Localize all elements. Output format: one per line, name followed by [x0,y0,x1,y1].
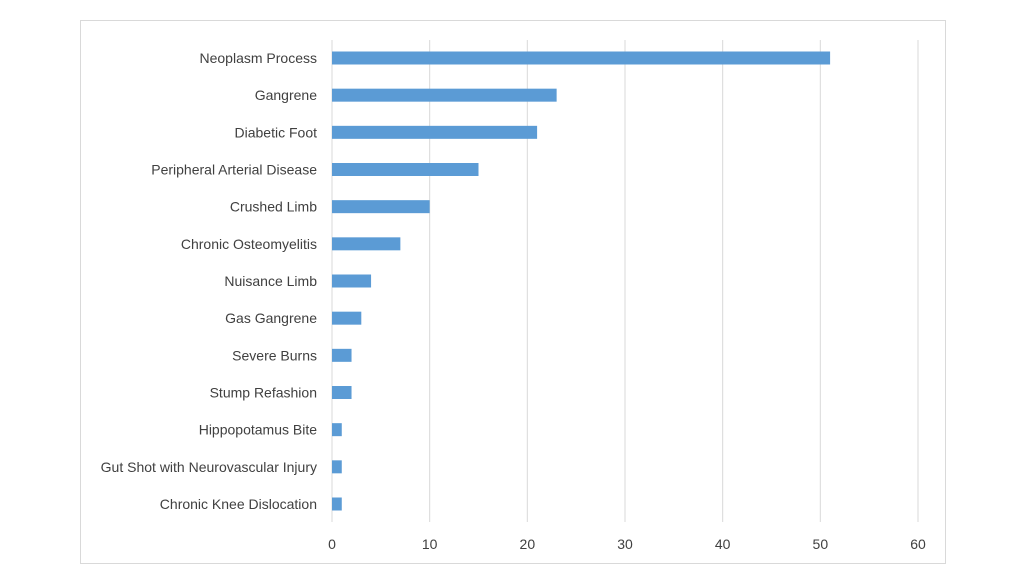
category-label: Stump Refashion [210,385,317,401]
bar [332,497,342,511]
category-label: Severe Burns [232,347,317,363]
x-tick-label: 50 [813,536,829,552]
x-tick-label: 10 [422,536,438,552]
bar [332,200,430,214]
category-label: Hippopotamus Bite [199,422,318,438]
category-label: Nuisance Limb [224,273,317,289]
category-label: Chronic Osteomyelitis [181,236,317,252]
category-label: Diabetic Foot [235,124,318,140]
x-tick-label: 60 [910,536,926,552]
bar [332,88,557,102]
category-label: Peripheral Arterial Disease [151,162,317,178]
category-label: Gut Shot with Neurovascular Injury [101,459,317,475]
category-label: Chronic Knee Dislocation [160,496,317,512]
bar [332,163,479,176]
x-tick-label: 0 [328,536,336,552]
bar [332,237,401,251]
x-tick-label: 40 [715,536,731,552]
bar [332,348,352,362]
bar [332,460,342,474]
x-axis-tick-labels: 0 10 20 30 40 50 60 [328,536,926,552]
bar [332,125,538,139]
bars [332,51,831,511]
chart-frame [80,20,946,564]
bar [332,423,342,437]
bar [332,311,362,325]
bar [332,274,372,288]
category-label: Neoplasm Process [200,50,318,66]
gridlines [331,40,919,522]
bar [332,386,352,399]
category-label: Gangrene [255,87,317,103]
x-tick-label: 30 [617,536,633,552]
category-label: Crushed Limb [230,199,317,215]
category-labels: Neoplasm Process Gangrene Diabetic Foot Per… [101,50,318,512]
bar [332,51,831,65]
x-tick-label: 20 [520,536,536,552]
category-label: Gas Gangrene [225,310,317,326]
